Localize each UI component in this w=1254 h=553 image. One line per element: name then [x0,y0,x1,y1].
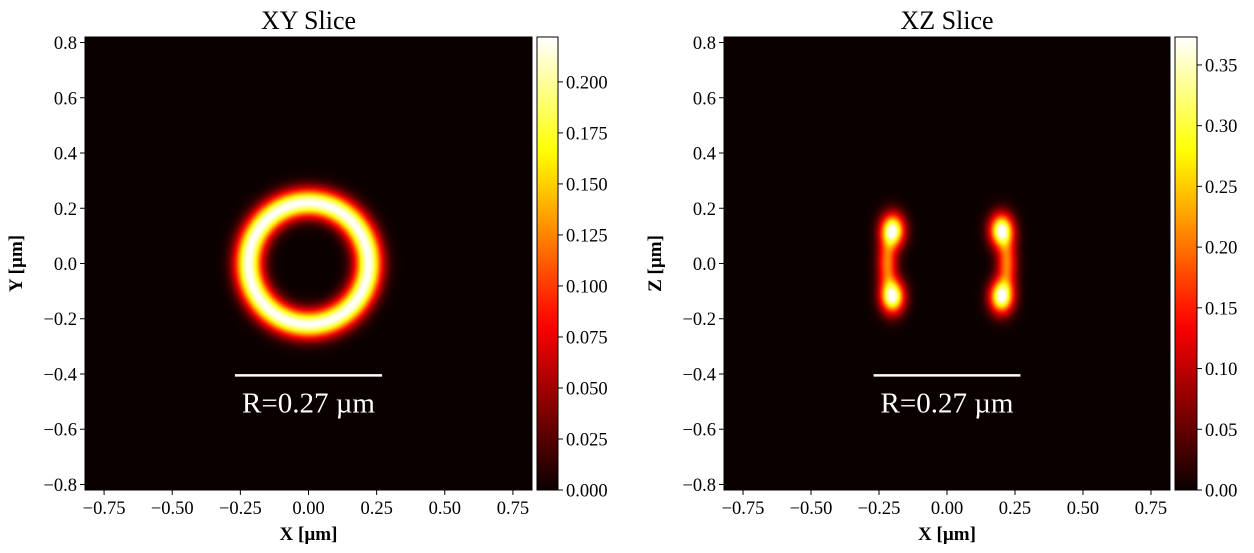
y-tick-label: 0.6 [54,89,77,109]
y-tick-label: −0.6 [682,421,716,441]
y-tick-label: −0.8 [43,476,77,496]
colorbar-tick-label: 0.050 [566,379,608,399]
y-tick-label: −0.4 [682,365,716,385]
colorbar-tick-label: 0.30 [1205,117,1237,137]
colorbar-tick-label: 0.100 [566,277,608,297]
y-tick-label: 0.8 [693,34,716,54]
y-tick-label: 0.4 [54,145,77,165]
y-tick-label: 0.0 [54,255,77,275]
colorbar-tick-label: 0.150 [566,175,608,195]
colorbar-tick-label: 0.125 [566,226,608,246]
y-tick-label: 0.4 [693,145,716,165]
heatmap-image [724,37,1170,490]
x-tick-label: 0.75 [497,499,529,519]
chart-title: XY Slice [261,6,356,35]
x-tick-label: −0.75 [83,499,126,519]
colorbar-tick-label: 0.10 [1205,360,1237,380]
colorbar-tick-label: 0.35 [1205,56,1237,76]
x-tick-label: 0.00 [931,499,963,519]
scale-bar-label: R=0.27 µm [242,387,375,419]
y-tick-label: 0.2 [54,200,77,220]
y-tick-label: 0.6 [693,89,716,109]
y-tick-label: −0.2 [682,310,716,330]
colorbar-tick-label: 0.25 [1205,178,1237,198]
colorbar [536,36,559,491]
x-tick-label: −0.25 [219,499,262,519]
scale-bar-label: R=0.27 µm [881,387,1014,419]
y-axis-label: Y [µm] [6,235,27,292]
colorbar-tick-label: 0.000 [566,482,608,502]
x-tick-label: 0.50 [429,499,461,519]
x-tick-label: 0.50 [1067,499,1099,519]
colorbar-tick-label: 0.20 [1205,239,1237,259]
y-axis-label: Z [µm] [645,235,666,292]
y-tick-label: −0.4 [43,365,77,385]
x-tick-label: −0.25 [858,499,901,519]
x-tick-label: 0.75 [1135,499,1167,519]
y-tick-label: −0.2 [43,310,77,330]
colorbar-tick-label: 0.075 [566,328,608,348]
colorbar-tick-label: 0.05 [1205,421,1237,441]
panel-xy: XY Slice −0.75 −0.50 −0.25 0.00 0.25 0.50 0.75 −… [6,6,608,545]
x-tick-label: −0.50 [790,499,833,519]
colorbar-tick-label: 0.15 [1205,299,1237,319]
x-tick-label: −0.75 [722,499,765,519]
x-tick-label: 0.25 [999,499,1031,519]
colorbar-tick-label: 0.00 [1205,482,1237,502]
x-axis-label: X [µm] [918,524,976,545]
panel-xz: XZ Slice −0.75 −0.50 −0.25 0.00 0.25 0.50 0.75 −… [645,6,1237,545]
colorbar [1174,36,1198,491]
colorbar-tick-label: 0.175 [566,124,608,144]
colorbar-tick-label: 0.200 [566,73,608,93]
chart-title: XZ Slice [900,6,993,35]
y-tick-label: −0.6 [43,421,77,441]
y-tick-label: −0.8 [682,476,716,496]
x-tick-label: 0.00 [292,499,324,519]
x-tick-label: 0.25 [360,499,392,519]
x-tick-label: −0.50 [151,499,194,519]
heatmap-image [85,37,532,490]
y-tick-label: 0.2 [693,200,716,220]
colorbar-tick-label: 0.025 [566,430,608,450]
y-tick-label: 0.8 [54,34,77,54]
y-tick-label: 0.0 [693,255,716,275]
x-axis-label: X [µm] [280,524,338,545]
